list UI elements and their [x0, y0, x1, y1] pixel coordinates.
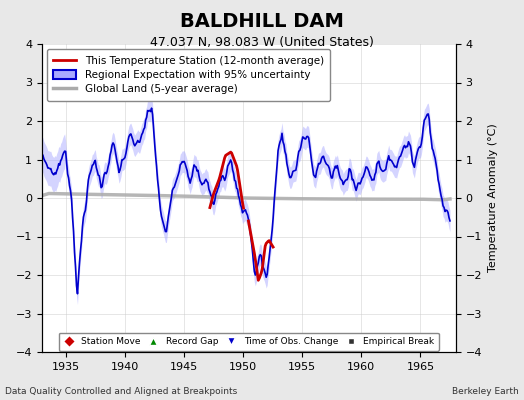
Text: Data Quality Controlled and Aligned at Breakpoints: Data Quality Controlled and Aligned at B… [5, 387, 237, 396]
Y-axis label: Temperature Anomaly (°C): Temperature Anomaly (°C) [488, 124, 498, 272]
Text: BALDHILL DAM: BALDHILL DAM [180, 12, 344, 31]
Text: Berkeley Earth: Berkeley Earth [452, 387, 519, 396]
Legend: Station Move, Record Gap, Time of Obs. Change, Empirical Break: Station Move, Record Gap, Time of Obs. C… [59, 332, 439, 350]
Text: 47.037 N, 98.083 W (United States): 47.037 N, 98.083 W (United States) [150, 36, 374, 49]
